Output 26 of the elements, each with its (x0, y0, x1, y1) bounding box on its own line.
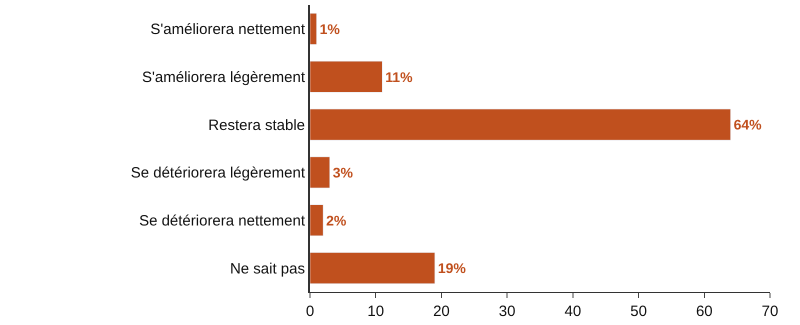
data-label: 64% (734, 116, 762, 133)
bar (310, 108, 731, 140)
x-tick-label: 20 (433, 303, 450, 320)
data-label: 2% (326, 212, 347, 228)
y-tick-label: Ne sait pas (230, 260, 305, 278)
data-label: 1% (320, 20, 340, 37)
y-tick-label: Se détériorera nettement (139, 212, 306, 230)
bar (310, 13, 317, 45)
y-tick-label: S'améliorera légèrement (142, 69, 306, 86)
bar (310, 156, 330, 188)
x-tick-label: 70 (762, 303, 778, 320)
x-tick-label: 40 (564, 303, 582, 320)
data-label: 3% (332, 164, 354, 180)
bar (310, 60, 383, 93)
data-label: 11% (385, 68, 414, 85)
x-tick-label: 30 (498, 303, 516, 320)
bar (310, 204, 324, 236)
y-tick-label: S'améliorera nettement (150, 21, 306, 38)
y-tick-label: Restera stable (208, 116, 305, 134)
x-tick-label: 0 (306, 303, 314, 320)
x-tick-label: 50 (630, 303, 647, 320)
bar (310, 252, 436, 284)
x-tick-label: 60 (696, 303, 713, 320)
data-label: 19% (438, 260, 466, 276)
y-tick-label: Se détériorera légèrement (130, 164, 306, 182)
x-tick-label: 10 (367, 303, 384, 320)
